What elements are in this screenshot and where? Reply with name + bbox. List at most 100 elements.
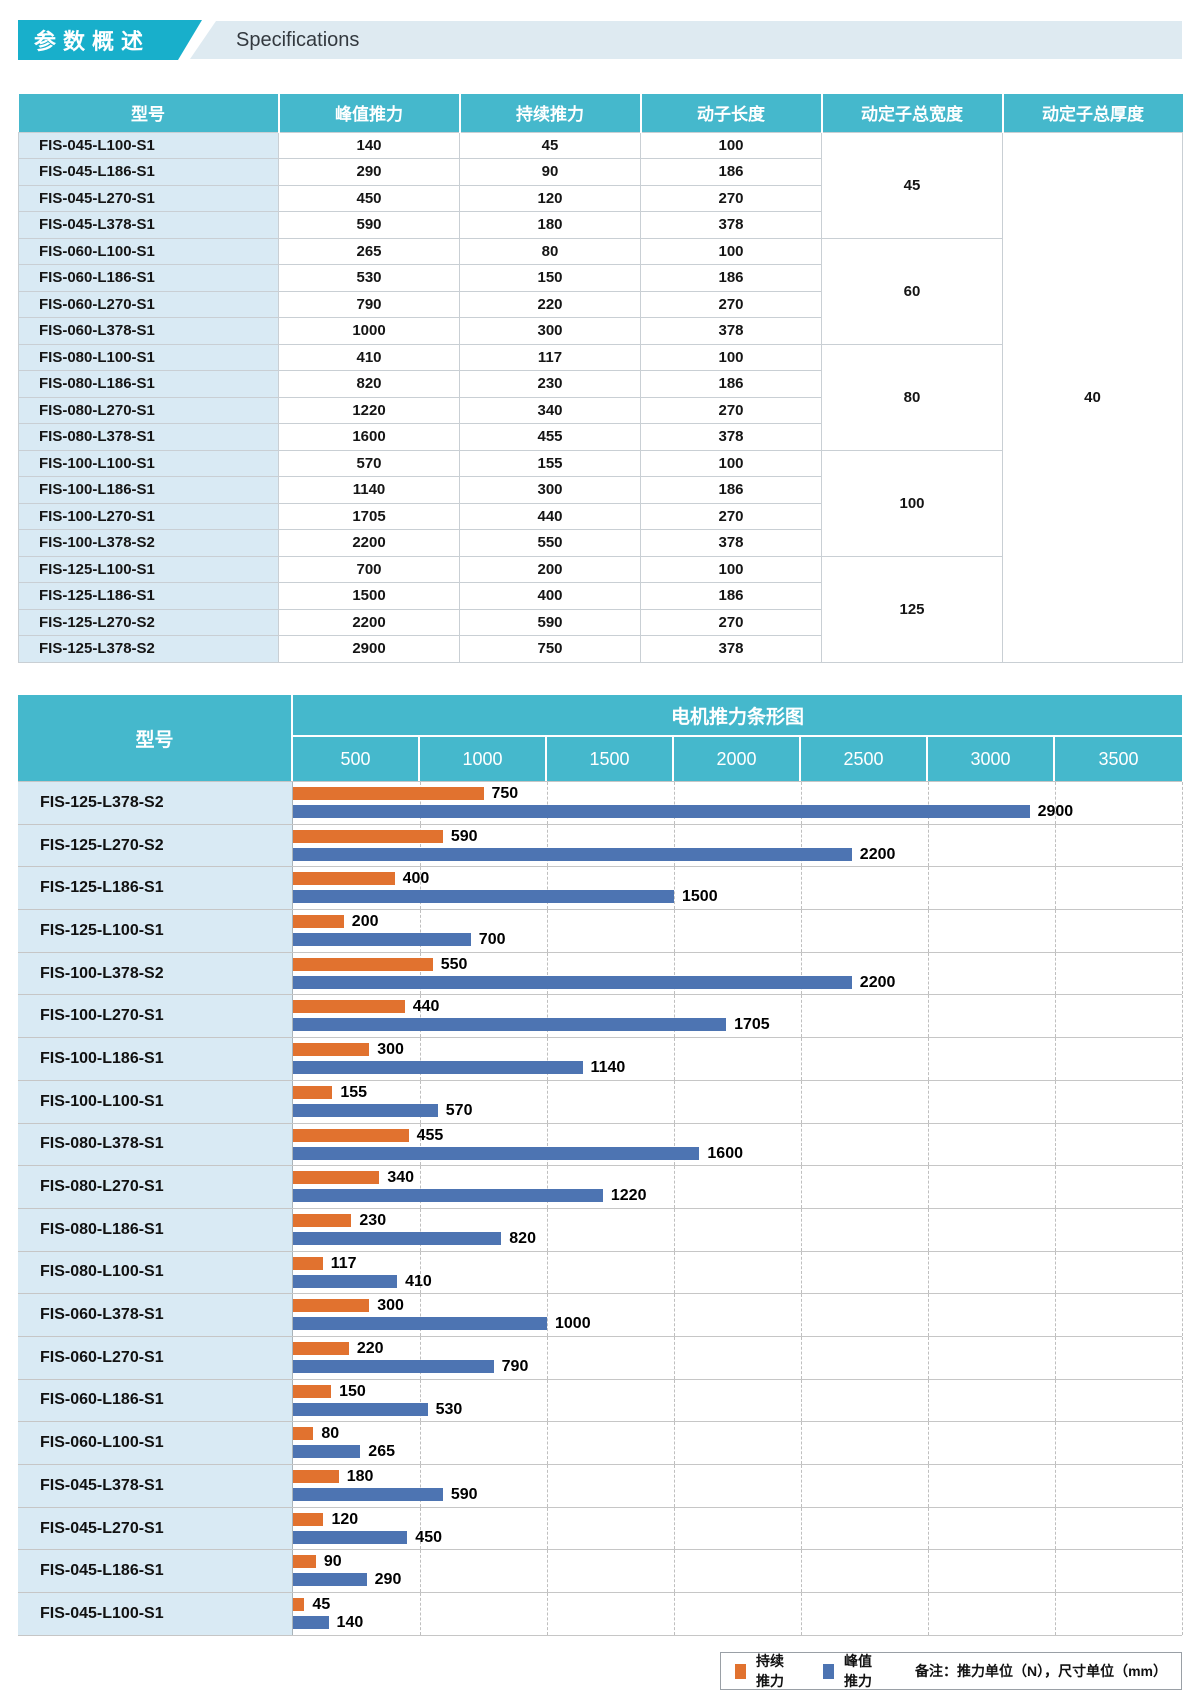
- peak-thrust-bar: [293, 1274, 398, 1288]
- continuous-thrust-value: 400: [402, 870, 430, 888]
- continuous-thrust-cell: 80: [459, 237, 641, 265]
- continuous-thrust-value: 300: [377, 1297, 404, 1315]
- peak-thrust-value: 820: [509, 1229, 536, 1247]
- section-banner: Specifications 参数概述: [18, 20, 1182, 60]
- mover-length-cell: 100: [640, 131, 822, 159]
- mover-length-cell: 270: [640, 290, 822, 318]
- mover-length-cell: 186: [640, 370, 822, 398]
- gridline: [420, 1507, 421, 1550]
- continuous-thrust-bar: [293, 1341, 349, 1355]
- continuous-thrust-bar: [293, 1256, 323, 1270]
- gridline: [1055, 1251, 1056, 1294]
- gridline: [801, 1507, 802, 1550]
- continuous-thrust-bar: [293, 1427, 314, 1441]
- gridline: [801, 1080, 802, 1123]
- spec-row: FIS-125-L100-S1 700 200 100 125: [18, 555, 1183, 663]
- gridline: [928, 1080, 929, 1123]
- gridline: [674, 1379, 675, 1422]
- gridline: [928, 824, 929, 867]
- gridline: [420, 952, 421, 995]
- gridline: [928, 910, 929, 952]
- peak-thrust-value: 410: [405, 1272, 432, 1290]
- gridline: [801, 1336, 802, 1379]
- gridline: [928, 952, 929, 995]
- peak-thrust-bar: [293, 1317, 547, 1331]
- gridline: [1182, 952, 1183, 995]
- chart-row: FIS-045-L378-S1 180 590: [18, 1464, 1183, 1507]
- spec-row: FIS-080-L270-S1 1220 340 270: [18, 396, 1183, 424]
- gridline: [547, 782, 548, 824]
- peak-thrust-value: 290: [374, 1571, 402, 1589]
- peak-thrust-cell: 450: [278, 184, 460, 212]
- scale-tick-label: 500: [293, 737, 420, 781]
- gridline: [547, 952, 548, 995]
- gridline: [801, 1379, 802, 1422]
- peak-thrust-bar: [293, 890, 674, 904]
- chart-plot-cell: 550 2200: [293, 952, 1183, 995]
- chart-row: FIS-125-L378-S2 750 2900: [18, 781, 1183, 824]
- chart-model-label: FIS-125-L270-S2: [18, 824, 293, 867]
- units-note: 备注：推力单位（N），尺寸单位（mm）: [915, 1663, 1168, 1679]
- mover-length-cell: 270: [640, 608, 822, 636]
- peak-thrust-cell: 265: [278, 237, 460, 265]
- gridline: [547, 1422, 548, 1464]
- continuous-thrust-value: 340: [387, 1169, 415, 1187]
- peak-thrust-cell: 570: [278, 449, 460, 477]
- gridline: [928, 1593, 929, 1635]
- gridline: [801, 1465, 802, 1507]
- gridline: [420, 1422, 421, 1464]
- mover-length-cell: 270: [640, 184, 822, 212]
- continuous-thrust-cell: 90: [459, 158, 641, 186]
- continuous-thrust-cell: 550: [459, 529, 641, 557]
- continuous-thrust-value: 117: [330, 1254, 357, 1272]
- chart-plot-cell: 300 1140: [293, 1038, 1183, 1080]
- chart-model-label: FIS-100-L270-S1: [18, 995, 293, 1038]
- gridline: [801, 1208, 802, 1251]
- gridline: [547, 1550, 548, 1593]
- gridline: [674, 952, 675, 995]
- gridline: [1182, 1336, 1183, 1379]
- peak-thrust-value: 1140: [590, 1059, 626, 1077]
- continuous-thrust-swatch: [735, 1663, 746, 1679]
- gridline: [801, 867, 802, 910]
- gridline: [547, 1379, 548, 1422]
- peak-thrust-bar: [293, 1018, 727, 1032]
- spec-row: FIS-060-L186-S1 530 150 186: [18, 264, 1183, 292]
- continuous-thrust-cell: 590: [459, 608, 641, 636]
- gridline: [1182, 1422, 1183, 1464]
- thrust-bar-chart: 型号 电机推力条形图 500 1000 1500 2000 2500 3000 3500 F…: [18, 695, 1183, 1636]
- chart-plot-cell: 230 820: [293, 1208, 1183, 1251]
- continuous-thrust-cell: 455: [459, 423, 641, 451]
- mover-length-cell: 378: [640, 317, 822, 345]
- chart-model-label: FIS-080-L270-S1: [18, 1166, 293, 1208]
- chart-plot-cell: 120 450: [293, 1507, 1183, 1550]
- chart-plot-cell: 180 590: [293, 1465, 1183, 1507]
- continuous-thrust-bar: [293, 1470, 339, 1483]
- spec-header-cell: 动子长度: [640, 94, 823, 132]
- spec-row: FIS-045-L378-S1 590 180 378: [18, 211, 1183, 239]
- scale-tick-label: 2500: [801, 737, 928, 781]
- continuous-thrust-value: 750: [491, 785, 519, 802]
- peak-thrust-bar: [293, 847, 852, 861]
- chart-model-label: FIS-045-L270-S1: [18, 1507, 293, 1550]
- peak-thrust-value: 590: [450, 1486, 478, 1503]
- continuous-thrust-bar: [293, 1598, 305, 1612]
- chart-title: 电机推力条形图: [293, 695, 1182, 737]
- chart-row: FIS-125-L270-S2 590 2200: [18, 823, 1183, 867]
- gridline: [420, 1294, 421, 1336]
- gridline: [928, 1038, 929, 1080]
- gridline: [801, 1294, 802, 1336]
- banner-strip: Specifications: [190, 21, 1182, 59]
- chart-model-label: FIS-045-L100-S1: [18, 1593, 293, 1635]
- peak-thrust-swatch: [823, 1663, 834, 1679]
- continuous-thrust-bar: [293, 787, 484, 800]
- model-cell: FIS-080-L186-S1: [18, 370, 279, 398]
- scale-tick-label: 1500: [547, 737, 674, 781]
- gridline: [801, 910, 802, 952]
- gridline: [801, 1550, 802, 1593]
- gridline: [420, 782, 421, 824]
- spec-row: FIS-060-L378-S1 1000 300 378: [18, 317, 1183, 345]
- gridline: [928, 1379, 929, 1422]
- gridline: [1055, 824, 1056, 867]
- chart-model-label: FIS-060-L186-S1: [18, 1379, 293, 1422]
